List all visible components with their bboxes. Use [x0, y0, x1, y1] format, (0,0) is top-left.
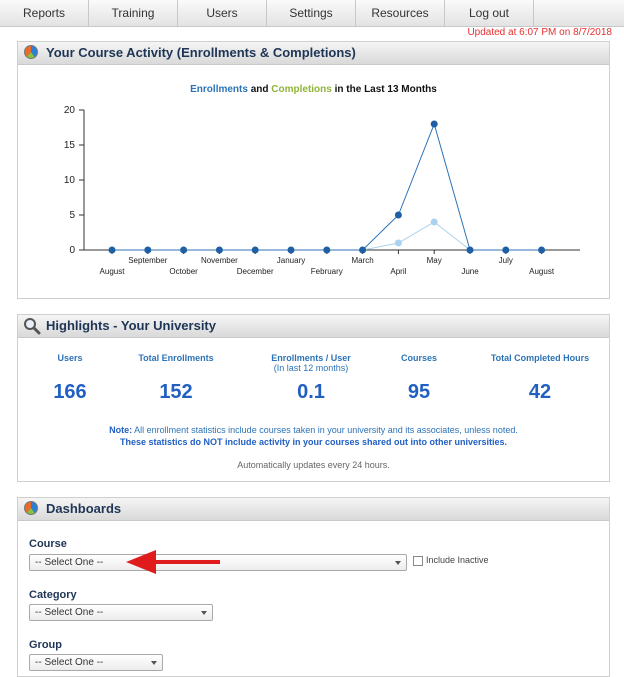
auto-update-text: Automatically updates every 24 hours. [237, 460, 390, 470]
note-prefix: Note: [109, 425, 133, 435]
x-tick-label: May [427, 256, 442, 265]
stat-sublabel: (In last 12 months) [273, 363, 349, 373]
stat-users: Users 166 [15, 353, 125, 403]
course-activity-panel: Your Course Activity (Enrollments & Comp… [17, 41, 610, 299]
stat-value: 95 [407, 381, 431, 403]
y-tick-label: 5 [69, 210, 75, 221]
data-point-enrollments [430, 120, 438, 128]
category-select-value: -- Select One -- [35, 607, 104, 618]
y-tick-label: 10 [64, 175, 76, 186]
stat-value: 42 [528, 381, 552, 403]
stat-label: Users [57, 353, 83, 363]
x-tick-label: March [351, 256, 373, 265]
activity-line-chart: 05101520AugustSeptemberOctoberNovemberDe… [64, 105, 580, 276]
nav-users[interactable]: Users [178, 0, 267, 26]
data-point-enrollments [144, 246, 152, 254]
dashboards-panel: Dashboards Course -- Select One -- Inclu… [17, 497, 610, 677]
stat-label: Total Enrollments [138, 353, 214, 363]
series-line-enrollments [112, 122, 542, 251]
nav-resources[interactable]: Resources [356, 0, 445, 26]
data-point-enrollments [323, 246, 331, 254]
category-select[interactable]: -- Select One -- [29, 604, 213, 621]
data-point-enrollments [215, 246, 223, 254]
stat-value: 152 [159, 381, 193, 403]
course-label: Course [29, 538, 67, 550]
chart-title-completions: Completions [271, 84, 332, 95]
x-tick-label: April [390, 267, 406, 276]
highlights-header: Highlights - Your University [18, 315, 609, 338]
data-point-enrollments [466, 246, 474, 254]
chart-title-enrollments: Enrollments [190, 84, 248, 95]
nav-training[interactable]: Training [89, 0, 178, 26]
data-point-enrollments [251, 246, 259, 254]
dashboards-header: Dashboards [18, 498, 609, 521]
y-tick-label: 0 [69, 245, 75, 256]
stat-label: Courses [400, 353, 437, 363]
stat-courses: Courses 95 [364, 353, 474, 403]
data-point-enrollments [287, 246, 295, 254]
stat-label: Enrollments / User [271, 353, 351, 363]
stat-enrollments-per-user: Enrollments / User (In last 12 months) 0… [256, 353, 366, 403]
stat-value: 0.1 [297, 381, 325, 403]
chevron-down-icon [395, 561, 401, 565]
x-tick-label: June [461, 267, 479, 276]
data-point-enrollments [359, 246, 367, 254]
series-line-completions [362, 221, 471, 251]
chevron-down-icon [201, 611, 207, 615]
data-point-enrollments [394, 211, 402, 219]
data-point-completions [394, 239, 402, 247]
nav-logout[interactable]: Log out [445, 0, 534, 26]
chevron-down-icon [151, 661, 157, 665]
course-activity-title: Your Course Activity (Enrollments & Comp… [46, 45, 356, 60]
chart-title-and: and [247, 84, 272, 95]
course-select-value: -- Select One -- [35, 557, 104, 568]
data-point-enrollments [538, 246, 546, 254]
data-point-enrollments [108, 246, 116, 254]
y-tick-label: 20 [64, 105, 76, 116]
red-arrow-annotation [126, 550, 220, 574]
data-point-completions [430, 218, 438, 226]
x-tick-label: January [277, 256, 305, 265]
chart-title-rest: in the Last 13 Months [331, 84, 437, 95]
stat-label: Total Completed Hours [490, 353, 590, 363]
magnifier-icon [24, 318, 41, 335]
nav-settings[interactable]: Settings [267, 0, 356, 26]
group-label: Group [29, 639, 62, 651]
data-point-enrollments [180, 246, 188, 254]
stat-total-enrollments: Total Enrollments 152 [121, 353, 231, 403]
category-label: Category [29, 589, 77, 601]
stat-value: 166 [53, 381, 87, 403]
x-tick-label: December [237, 267, 274, 276]
note-text: All enrollment statistics include course… [132, 425, 518, 435]
chart-title: Enrollments and Completions in the Last … [18, 84, 609, 95]
stats-note: Note: All enrollment statistics include … [18, 424, 609, 448]
data-point-enrollments [502, 246, 510, 254]
x-tick-label: August [100, 267, 126, 276]
x-tick-label: February [311, 267, 343, 276]
include-inactive-checkbox[interactable] [413, 556, 423, 566]
highlights-title: Highlights - Your University [46, 318, 216, 333]
nav-reports[interactable]: Reports [0, 0, 89, 26]
x-tick-label: October [169, 267, 198, 276]
pie-chart-icon [24, 45, 38, 59]
top-nav: Reports Training Users Settings Resource… [0, 0, 624, 27]
dashboards-title: Dashboards [46, 501, 122, 516]
x-tick-label: July [499, 256, 513, 265]
x-tick-label: September [128, 256, 167, 265]
y-tick-label: 15 [64, 140, 76, 151]
group-select-value: -- Select One -- [35, 657, 104, 668]
highlights-panel: Highlights - Your University Users 166 T… [17, 314, 610, 482]
stat-total-completed-hours: Total Completed Hours 42 [485, 353, 595, 403]
x-tick-label: November [201, 256, 238, 265]
include-inactive-label: Include Inactive [426, 555, 489, 565]
group-select[interactable]: -- Select One -- [29, 654, 163, 671]
pie-chart-icon [24, 501, 38, 515]
x-tick-label: August [529, 267, 555, 276]
updated-timestamp: Updated at 6:07 PM on 8/7/2018 [467, 27, 612, 38]
note-bold: These statistics do NOT include activity… [119, 437, 508, 447]
course-activity-header: Your Course Activity (Enrollments & Comp… [18, 42, 609, 65]
